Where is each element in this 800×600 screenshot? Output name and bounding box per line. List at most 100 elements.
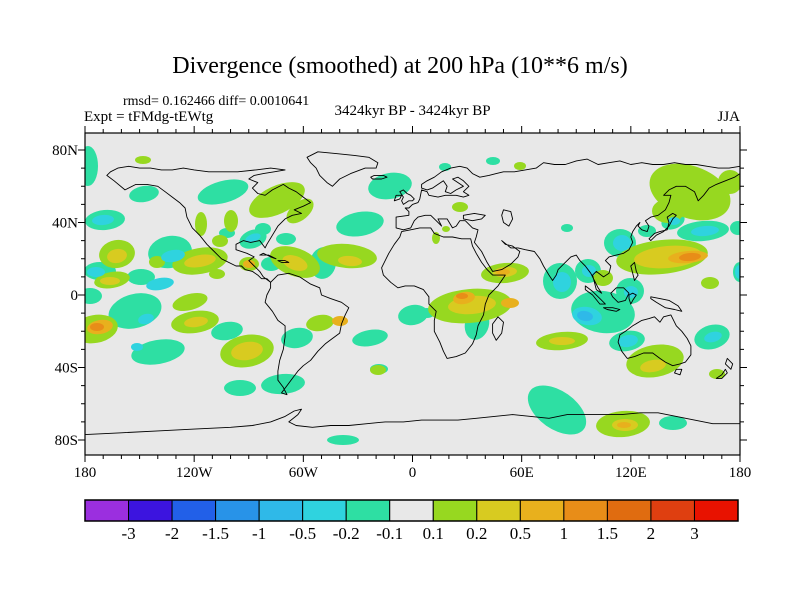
colorbar: -3 -2 -1.5 -1 -0.5 -0.2 -0.1 0.1 0.2 0.5 1 1.5 2 3 (84, 499, 739, 543)
anomaly-region (659, 416, 687, 430)
coastline-eurasia (395, 158, 740, 294)
anomaly-region (184, 254, 216, 268)
coastline-ireland (393, 194, 403, 202)
coastline-hispaniola (277, 260, 290, 263)
colorbar-label: 0.1 (423, 524, 444, 543)
anomaly-region (624, 286, 638, 298)
anomaly-region (281, 327, 313, 349)
coastline-sumatra (584, 285, 606, 305)
anomaly-region (92, 214, 114, 226)
lon-tick-label: 120E (615, 465, 647, 481)
colorbar-label: -1.5 (202, 524, 229, 543)
anomaly-region (107, 248, 127, 264)
anomaly-region (224, 380, 256, 396)
colorbar-label: -3 (121, 524, 135, 543)
anomaly-region (249, 182, 305, 218)
coastline-africa (381, 227, 506, 359)
colorbar-segment (215, 499, 260, 522)
colorbar-segment (171, 499, 217, 522)
anomaly-region (161, 249, 185, 263)
anomaly-region (701, 277, 719, 289)
anomaly-region (131, 343, 143, 351)
anomaly-region (398, 304, 428, 326)
anomaly-region (131, 339, 185, 365)
colorbar-label: -0.5 (289, 524, 316, 543)
anomaly-region (618, 334, 638, 348)
coastline-blacksea (462, 212, 486, 222)
anomaly-region (514, 162, 526, 170)
anomaly-region (276, 233, 296, 245)
anomaly-region (209, 269, 225, 279)
coastline-nzsouth (715, 368, 728, 379)
lat-tick-label: 80N (52, 143, 78, 159)
coastline-newguinea (650, 296, 683, 312)
coastline-nznorth (724, 357, 734, 370)
lon-tick-label: 60E (510, 465, 534, 481)
anomaly-region (439, 163, 451, 171)
anomaly-region (224, 210, 238, 232)
coastline-java (603, 307, 621, 312)
anomaly-region (452, 202, 468, 212)
colorbar-segment (84, 499, 130, 522)
anomaly-region (172, 292, 208, 312)
anomaly-region (735, 265, 740, 279)
colorbar-label: -2 (165, 524, 179, 543)
colorbar-segment (128, 499, 173, 522)
colorbar-segment (519, 499, 565, 522)
colorbar-segment (432, 499, 478, 522)
lat-tick-label: 40N (52, 216, 78, 232)
lat-tick-label: 40S (55, 361, 78, 377)
coastline-japan (648, 212, 677, 242)
anomaly-region (129, 185, 159, 203)
anomaly-region (652, 199, 684, 223)
anomaly-region (149, 256, 165, 268)
anomaly-region (211, 321, 243, 341)
coastline-britain (399, 189, 415, 205)
anomaly-region (549, 337, 575, 345)
coastline-tasmania (674, 368, 683, 376)
lon-tick-label: 60W (289, 465, 319, 481)
anomaly-region (90, 323, 104, 331)
coastline-sulawesi (628, 292, 637, 305)
colorbar-label: 0.5 (510, 524, 531, 543)
anomaly-region (617, 422, 631, 428)
colorbar-label: 2 (647, 524, 656, 543)
coastline-northamerica (106, 165, 312, 283)
anomaly-region (553, 272, 571, 292)
anomaly-region (561, 224, 573, 232)
stats-line: rmsd= 0.162466 diff= 0.0010641 (123, 94, 310, 109)
anomaly-region (679, 252, 701, 262)
colorbar-label: 1 (560, 524, 569, 543)
anomaly-region (195, 212, 207, 236)
colorbar-segment (693, 499, 739, 522)
anomaly-region (127, 269, 155, 285)
anomaly-regions-layer (85, 146, 740, 445)
lat-tick-label: 0 (71, 288, 79, 304)
anomaly-region (100, 277, 120, 285)
coastline-iceland (370, 174, 388, 180)
anomaly-region (85, 288, 102, 304)
anomaly-region (352, 329, 388, 347)
coastline-australia (617, 314, 692, 367)
coastline-borneo (610, 287, 630, 303)
anomaly-region (231, 341, 263, 361)
anomaly-region (184, 316, 208, 328)
coastline-caspian (501, 209, 514, 227)
colorbar-label: 1.5 (597, 524, 618, 543)
colorbar-label: 3 (690, 524, 699, 543)
anomaly-region (327, 435, 359, 445)
anomaly-region (527, 385, 587, 435)
anomaly-region (496, 269, 510, 275)
anomaly-region (243, 260, 255, 268)
lat-tick-label: 80S (55, 433, 78, 449)
period-label: 3424kyr BP - 3424kyr BP (334, 103, 491, 119)
colorbar-border (84, 499, 739, 522)
coastline-southamerica (264, 272, 350, 396)
anomaly-region (718, 170, 740, 194)
colorbar-label: 0.2 (466, 524, 487, 543)
lon-tick-label: 180 (74, 465, 97, 481)
coastline-greenland (306, 151, 379, 187)
coastline-antarctica (85, 408, 740, 436)
anomaly-region (306, 314, 334, 332)
